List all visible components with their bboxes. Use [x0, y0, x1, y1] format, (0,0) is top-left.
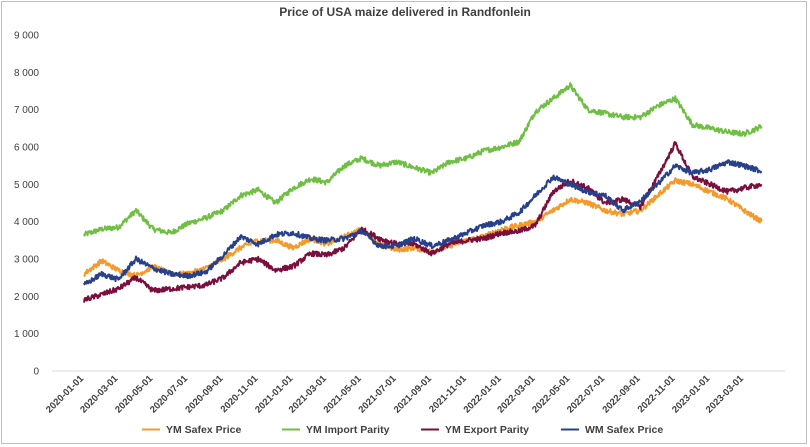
y-tick-label: 4 000: [14, 217, 39, 228]
y-tick-label: 6 000: [14, 143, 39, 154]
y-axis: 0 1 000 2 000 3 000 4 000 5 000 6 000 7 000 8 00…: [14, 31, 39, 378]
x-axis: 2020-01-012020-03-012020-05-012020-07-01…: [44, 370, 785, 415]
y-tick-label: 5 000: [14, 180, 39, 191]
y-tick-label: 3 000: [14, 255, 39, 266]
legend-label: YM Safex Price: [166, 424, 241, 436]
y-tick-label: 0: [33, 367, 39, 378]
legend-label: YM Import Parity: [306, 424, 390, 436]
y-tick-label: 8 000: [14, 68, 39, 79]
y-tick-label: 9 000: [14, 31, 39, 42]
y-tick-label: 7 000: [14, 105, 39, 116]
y-tick-label: 1 000: [14, 329, 39, 340]
plot-area: [83, 82, 763, 303]
legend-label: YM Export Parity: [445, 424, 529, 436]
series-line-ym-safex-price: [83, 177, 763, 279]
legend: YM Safex Price YM Import Parity YM Export …: [142, 424, 663, 436]
series-line-ym-import-parity: [83, 82, 763, 237]
series-line-ym-export-parity: [83, 141, 763, 303]
legend-label: WM Safex Price: [585, 424, 663, 436]
y-tick-label: 2 000: [14, 292, 39, 303]
series-line-wm-safex-price: [83, 159, 763, 286]
chart-title: Price of USA maize delivered in Randfonl…: [279, 5, 531, 19]
